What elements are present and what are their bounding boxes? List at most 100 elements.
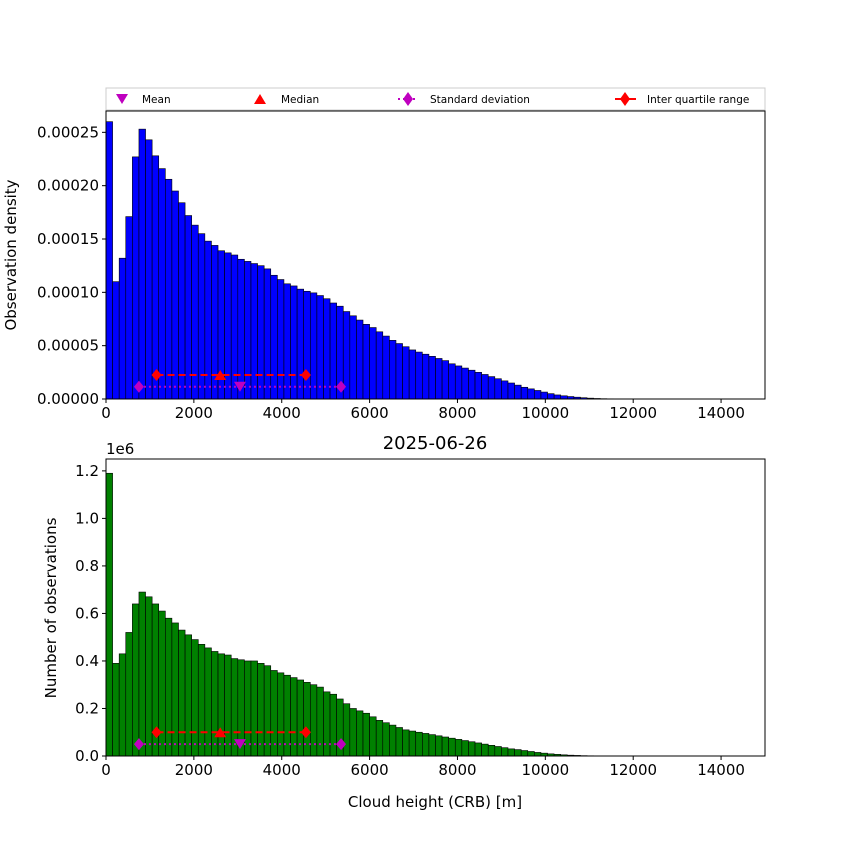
- histogram-bar: [494, 746, 502, 757]
- histogram-bar: [145, 596, 153, 757]
- histogram-bar: [105, 121, 113, 400]
- histogram-bar: [356, 710, 364, 757]
- histogram-bar: [296, 288, 304, 400]
- histogram-bar: [211, 651, 219, 757]
- y-tick-label: 0.00015: [37, 230, 99, 248]
- histogram-bar: [382, 722, 390, 757]
- histogram-bar: [435, 735, 443, 757]
- histogram-bar: [184, 215, 192, 400]
- histogram-bar: [441, 736, 449, 757]
- histogram-bar: [481, 743, 489, 757]
- histogram-bar: [422, 733, 430, 757]
- histogram-bar: [468, 369, 476, 400]
- iqr-lower-marker: [151, 369, 162, 381]
- histogram-bar: [316, 295, 324, 400]
- histogram-bar: [428, 356, 436, 400]
- histogram-bar: [263, 268, 272, 400]
- x-tick-label: 14000: [697, 404, 745, 422]
- count-stat-markers: [133, 726, 347, 751]
- iqr-upper-marker: [300, 726, 311, 739]
- histogram-bar: [224, 252, 232, 400]
- histogram-bar: [118, 653, 127, 757]
- histogram-bar: [527, 751, 535, 757]
- std-lower-marker: [133, 380, 144, 393]
- histogram-bar: [197, 644, 206, 757]
- median-marker: [214, 370, 227, 380]
- count-histogram-panel: 0 2000 4000 6000 8000 10000 12000 14000 0.00.20…: [42, 433, 766, 811]
- legend-item-mean: Mean: [116, 94, 171, 106]
- histogram-bar: [501, 380, 509, 400]
- histogram-bar: [534, 752, 542, 757]
- density-y-axis-label: Observation density: [2, 179, 20, 330]
- histogram-bar: [507, 382, 515, 400]
- x-tick-label: 0: [101, 404, 111, 422]
- count-axes-frame: [105, 458, 766, 757]
- x-tick-label: 8000: [438, 404, 476, 422]
- y-tick-label: 0.00010: [37, 283, 99, 301]
- mean-marker: [233, 739, 246, 750]
- histogram-bar: [408, 349, 417, 400]
- histogram-bar: [356, 319, 364, 400]
- x-tick-label: 0: [101, 761, 111, 779]
- histogram-bar: [138, 591, 146, 757]
- x-tick-label: 10000: [521, 404, 569, 422]
- y-tick-label: 0.0: [75, 747, 99, 765]
- y-tick-label: 0.2: [75, 699, 99, 717]
- y-tick-label: 0.00005: [37, 337, 99, 355]
- histogram-bar: [494, 378, 502, 400]
- histogram-bar: [349, 708, 357, 757]
- histogram-bar: [402, 346, 410, 400]
- x-axis-label: Cloud height (CRB) [m]: [348, 793, 522, 811]
- histogram-bar: [435, 358, 443, 400]
- histogram-bar: [461, 740, 469, 757]
- histogram-bar: [283, 283, 291, 400]
- legend-label-inter-quartile-range: Inter quartile range: [647, 94, 749, 106]
- histogram-bar: [178, 202, 186, 400]
- density-axes-frame: [105, 110, 766, 400]
- histogram-bar: [375, 720, 384, 757]
- y-tick-label: 1.2: [75, 462, 99, 480]
- x-tick-label: 4000: [263, 761, 301, 779]
- histogram-bar: [184, 634, 192, 757]
- histogram-bar: [244, 660, 252, 757]
- triangle-down-icon: [116, 94, 128, 104]
- histogram-bar: [191, 639, 199, 757]
- count-bars: [105, 472, 634, 757]
- histogram-bar: [158, 168, 166, 400]
- histogram-bar: [534, 390, 542, 400]
- histogram-bar: [118, 257, 127, 400]
- histogram-bar: [501, 747, 509, 757]
- x-tick-label: 8000: [438, 761, 476, 779]
- histogram-bar: [290, 285, 298, 400]
- x-tick-label: 2000: [175, 404, 213, 422]
- histogram-bar: [224, 654, 232, 757]
- y-tick-label: 0.00020: [37, 177, 99, 195]
- legend-item-median: Median: [254, 94, 319, 106]
- std-upper-marker: [336, 380, 347, 393]
- histogram-bar: [547, 393, 555, 400]
- histogram-bar: [290, 677, 298, 757]
- x-tick-label: 6000: [351, 761, 389, 779]
- legend-item-standard-deviation: Standard deviation: [398, 92, 530, 106]
- histogram-bar: [389, 340, 397, 400]
- histogram-bar: [448, 363, 456, 400]
- histogram-bar: [257, 663, 265, 757]
- histogram-bar: [408, 730, 417, 757]
- std-upper-marker: [336, 738, 347, 751]
- histogram-bar: [165, 617, 173, 757]
- histogram-bar: [389, 724, 397, 757]
- histogram-bar: [375, 331, 384, 400]
- histogram-bar: [138, 128, 146, 400]
- histogram-bar: [171, 190, 179, 400]
- density-bars: [105, 121, 634, 400]
- x-tick-label: 12000: [609, 404, 657, 422]
- histogram-bar: [217, 653, 225, 757]
- histogram-bar: [474, 372, 482, 400]
- histogram-bar: [323, 691, 331, 757]
- histogram-bar: [244, 261, 252, 400]
- y-tick-label: 0.4: [75, 652, 99, 670]
- std-lower-marker: [133, 738, 144, 751]
- histogram-bar: [349, 315, 357, 400]
- histogram-bar: [428, 734, 436, 757]
- y-tick-label: 0.00025: [37, 123, 99, 141]
